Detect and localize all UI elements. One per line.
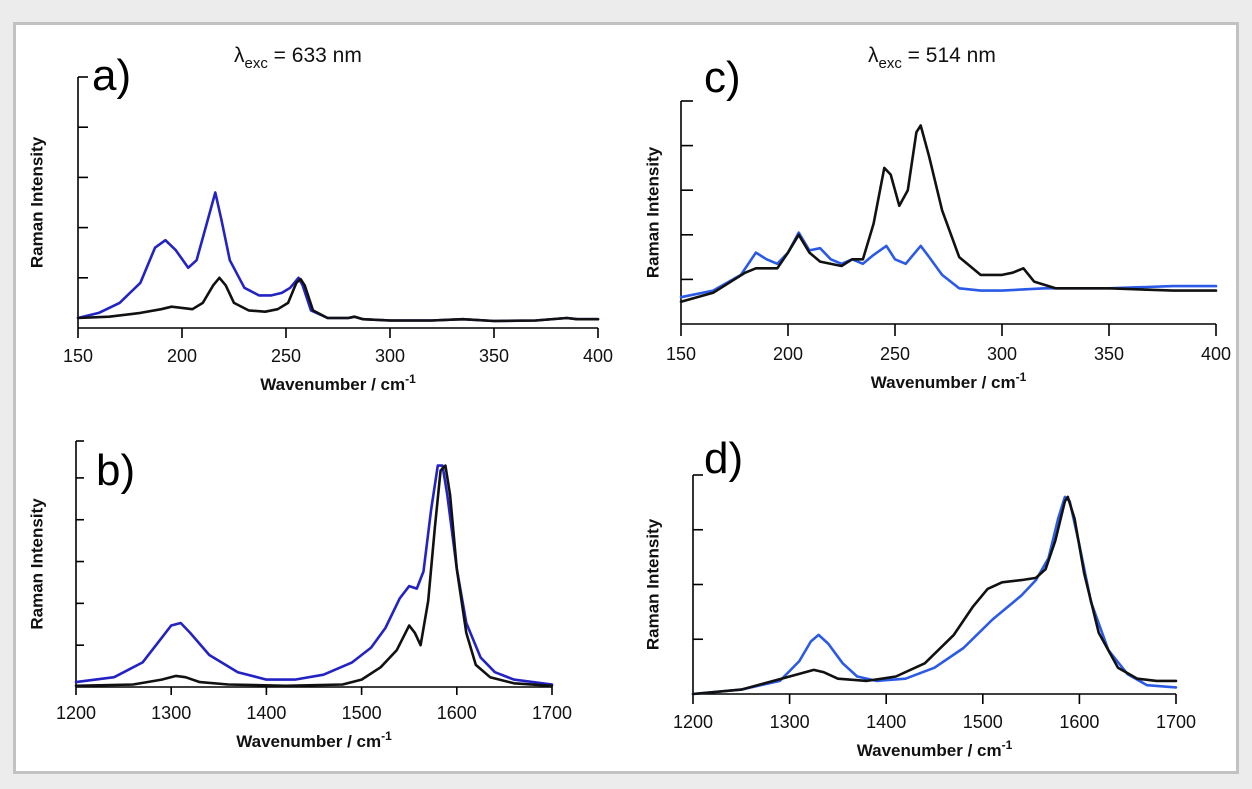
x-tick-label: 300 (375, 346, 405, 366)
x-tick-label: 350 (1094, 344, 1124, 364)
figure-panel: 150 200 250 300 350 400 Wavenumber / cm-1 Raman… (13, 22, 1239, 774)
x-axis-label: Wavenumber / cm-1 (871, 370, 1027, 392)
excitation-title: λexc = 633 nm (234, 44, 362, 72)
y-axis-label: Raman Intensity (643, 518, 662, 650)
x-tick-label: 1400 (866, 712, 906, 732)
figure-svg: 150 200 250 300 350 400 Wavenumber / cm-1 Raman… (27, 44, 1231, 760)
x-tick-label: 200 (773, 344, 803, 364)
panel-label: a) (92, 51, 131, 100)
panel-label: d) (704, 434, 743, 483)
y-axis-label: Raman Intensity (27, 498, 46, 630)
spectrum-line (74, 464, 554, 688)
x-tick-label: 300 (987, 344, 1017, 364)
x-tick-label: 1200 (56, 703, 96, 723)
x-tick-label: 400 (583, 346, 613, 366)
x-tick-label: 1600 (1059, 712, 1099, 732)
x-tick-label: 350 (479, 346, 509, 366)
spectrum-line (679, 124, 1218, 303)
y-axis-label: Raman Intensity (643, 146, 662, 278)
panel-label: b) (96, 446, 135, 495)
x-tick-label: 1600 (437, 703, 477, 723)
x-tick-label: 150 (666, 344, 696, 364)
x-tick-label: 1500 (963, 712, 1003, 732)
y-axis-label: Raman Intensity (27, 136, 46, 268)
x-tick-label: 250 (880, 344, 910, 364)
x-tick-label: 1500 (342, 703, 382, 723)
x-tick-label: 1400 (246, 703, 286, 723)
x-tick-label: 250 (271, 346, 301, 366)
x-tick-label: 1700 (1156, 712, 1196, 732)
excitation-title: λexc = 514 nm (868, 44, 996, 72)
x-tick-label: 1200 (673, 712, 713, 732)
x-axis-label: Wavenumber / cm-1 (857, 738, 1013, 760)
spectrum-line (76, 276, 600, 323)
x-tick-label: 400 (1201, 344, 1231, 364)
x-axis-label: Wavenumber / cm-1 (260, 372, 416, 394)
x-tick-label: 200 (167, 346, 197, 366)
spectrum-line (76, 191, 600, 323)
panel-label: c) (704, 53, 741, 102)
x-tick-label: 1700 (532, 703, 572, 723)
x-tick-label: 1300 (770, 712, 810, 732)
spectrum-line (691, 495, 1178, 696)
spectrum-line (691, 495, 1178, 696)
x-tick-label: 150 (63, 346, 93, 366)
x-axis-label: Wavenumber / cm-1 (236, 729, 392, 751)
spectrum-line (74, 464, 554, 686)
x-tick-label: 1300 (151, 703, 191, 723)
spectrum-line (679, 231, 1218, 299)
